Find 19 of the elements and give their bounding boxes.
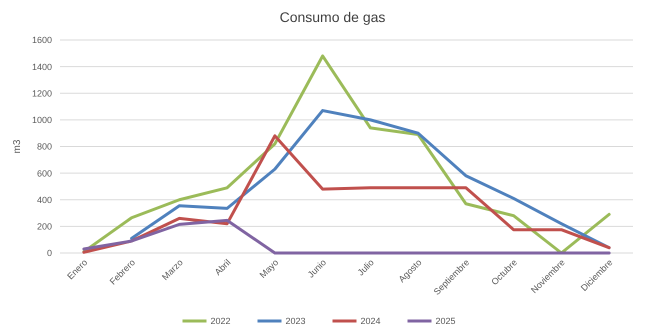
y-tick-label: 0 bbox=[46, 248, 52, 258]
y-tick-label: 1400 bbox=[32, 62, 52, 72]
legend-label: 2025 bbox=[436, 316, 456, 326]
y-axis-title: m3 bbox=[12, 139, 23, 154]
x-tick-label: Julio bbox=[356, 257, 376, 278]
legend-label: 2024 bbox=[360, 316, 381, 326]
y-tick-label: 1600 bbox=[32, 35, 52, 46]
y-tick-label: 600 bbox=[36, 168, 52, 178]
y-tick-label: 1000 bbox=[32, 115, 52, 126]
legend-label: 2022 bbox=[210, 316, 231, 326]
y-tick-label: 200 bbox=[36, 222, 52, 232]
y-tick-label: 800 bbox=[36, 142, 52, 152]
y-tick-label: 1200 bbox=[32, 88, 52, 98]
chart-title: Consumo de gas bbox=[280, 9, 386, 25]
line-series bbox=[82, 134, 611, 254]
line-series bbox=[82, 218, 611, 254]
line-series bbox=[82, 54, 611, 254]
legend-label: 2023 bbox=[286, 316, 306, 326]
y-tick-label: 400 bbox=[36, 194, 52, 205]
